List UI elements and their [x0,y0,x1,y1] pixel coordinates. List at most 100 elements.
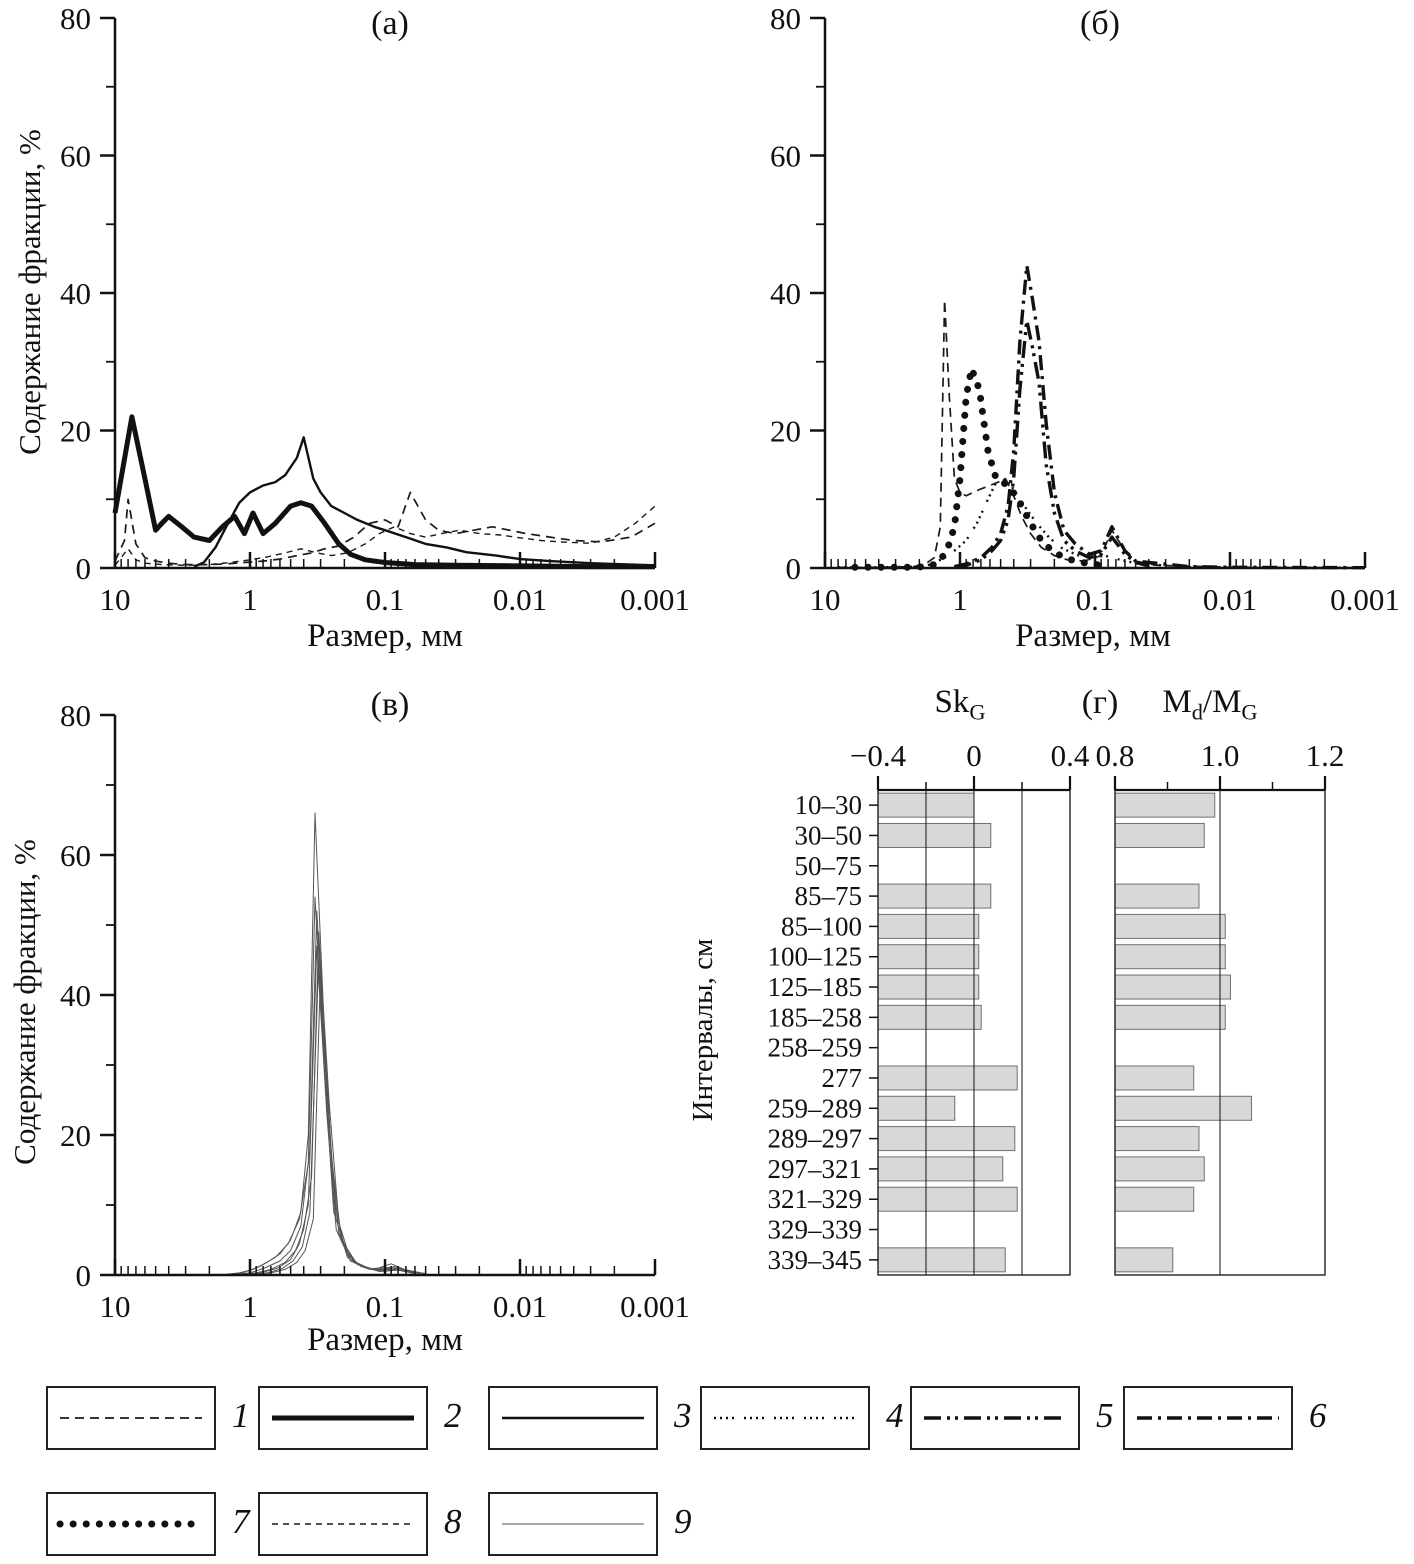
md-s1: d [1191,699,1203,725]
legend-swatch-5 [910,1386,1080,1450]
series-curve-legend-6 [954,263,1366,570]
svg-text:10: 10 [100,582,131,617]
svg-text:60: 60 [60,838,91,873]
svg-text:40: 40 [60,276,91,311]
svg-text:80: 80 [60,1,91,36]
bar-0-10 [877,1095,956,1121]
legend-line-sample-2 [272,1415,414,1421]
md-s2: G [1241,699,1258,725]
svg-text:40: 40 [60,978,91,1013]
svg-text:20: 20 [60,414,91,449]
bar-1-5 [1114,944,1226,970]
panel-v-chart: 0 20 40 60 80 10 1 0.1 0.01 0.001 [60,698,690,1324]
panel-v-title: (в) [370,686,410,723]
md-m1: M [1162,684,1192,720]
svg-text:−0.4: −0.4 [850,738,907,773]
svg-text:20: 20 [770,414,801,449]
panel-a-chart: 0 20 40 60 80 10 1 0.1 0.01 0.001 [60,1,690,617]
panel-g-ylabel: Интервалы, см [687,938,719,1122]
bar-1-12 [1114,1156,1205,1182]
legend-line-sample-4 [714,1416,856,1420]
bar-1-4 [1114,913,1226,939]
legend-item-number-6: 6 [1309,1396,1327,1435]
panel-v-xlabel: Размер, мм [307,1322,463,1358]
svg-text:100–125: 100–125 [768,942,863,972]
bar-0-5 [877,944,980,970]
series-curve-legend-1 [114,491,656,566]
series-curve-legend-7 [851,365,1112,571]
svg-text:258–259: 258–259 [768,1033,863,1063]
svg-text:289–297: 289–297 [768,1124,863,1154]
legend-line-sample-1 [60,1417,202,1419]
legend-item-number-8: 8 [444,1502,462,1541]
series-curve-legend-9-7 [252,966,426,1275]
bar-0-3 [877,883,992,909]
panel-a-ylabel: Содержание фракции, % [12,129,47,455]
svg-text:0.8: 0.8 [1096,738,1135,773]
svg-text:1: 1 [952,582,968,617]
skg-sub: G [969,699,986,725]
legend-line-sample-6 [1137,1416,1279,1420]
svg-text:0: 0 [76,1258,92,1293]
series-curve-legend-3 [193,436,656,568]
svg-text:125–185: 125–185 [768,972,863,1002]
legend-swatch-6 [1123,1386,1293,1450]
svg-text:339–345: 339–345 [768,1245,863,1275]
svg-text:60: 60 [770,139,801,174]
svg-text:1: 1 [242,582,258,617]
svg-text:0.001: 0.001 [1330,582,1400,617]
panel-b-xlabel: Размер, мм [1015,618,1171,654]
bar-1-0 [1114,792,1216,818]
legend-item-number-9: 9 [674,1502,692,1541]
legend-item-number-4: 4 [886,1396,904,1435]
bar-0-4 [877,913,980,939]
bar-1-6 [1114,974,1231,1000]
bar-1-15 [1114,1247,1174,1273]
panel-b-title: (б) [1080,5,1120,42]
bar-0-9 [877,1065,1018,1091]
panel-b-chart: 0 20 40 60 80 10 1 0.1 0.01 0.001 [770,1,1400,617]
legend-swatch-7 [46,1492,216,1556]
svg-text:259–289: 259–289 [768,1093,863,1123]
series-curve-legend-2 [112,414,655,570]
svg-text:0.01: 0.01 [1203,582,1257,617]
bar-1-13 [1114,1186,1195,1212]
svg-text:1: 1 [242,1289,258,1324]
series-curve-legend-5 [954,318,1150,569]
legend-line-sample-3 [502,1416,644,1420]
svg-text:0: 0 [786,551,802,586]
legend-line-sample-5 [924,1416,1066,1420]
panel-g-chart: −0.4 0 0.4 0.8 1.0 1.2 10–3030–5050–7585–7585–… [768,738,1344,1276]
bar-0-13 [877,1186,1018,1212]
series-curve-legend-4 [838,477,1365,569]
series-curve-legend-8 [114,505,656,566]
svg-text:60: 60 [60,139,91,174]
svg-text:50–75: 50–75 [795,851,863,881]
svg-text:0.01: 0.01 [493,1289,547,1324]
svg-text:321–329: 321–329 [768,1184,863,1214]
svg-text:277: 277 [822,1063,863,1093]
legend-item-number-7: 7 [232,1502,250,1541]
series-curve-legend-9-2 [230,896,416,1275]
svg-text:0.001: 0.001 [620,582,690,617]
svg-text:10–30: 10–30 [795,790,863,820]
skg-base: Sk [934,684,970,720]
svg-text:329–339: 329–339 [768,1215,863,1245]
panel-v-ylabel: Содержание фракции, % [7,839,42,1165]
svg-text:185–258: 185–258 [768,1002,863,1032]
legend-item-number-1: 1 [232,1396,250,1435]
bar-0-11 [877,1126,1016,1152]
legend-line-sample-8 [272,1523,414,1525]
svg-text:0.1: 0.1 [366,582,405,617]
svg-text:30–50: 30–50 [795,820,863,850]
bar-0-6 [877,974,980,1000]
bar-0-1 [877,822,992,848]
bar-0-7 [877,1004,982,1030]
legend-swatch-4 [700,1386,870,1450]
panel-a-xlabel: Размер, мм [307,618,463,654]
svg-text:297–321: 297–321 [768,1154,863,1184]
bar-1-1 [1114,822,1205,848]
svg-text:0: 0 [76,551,92,586]
svg-text:1.0: 1.0 [1201,738,1240,773]
